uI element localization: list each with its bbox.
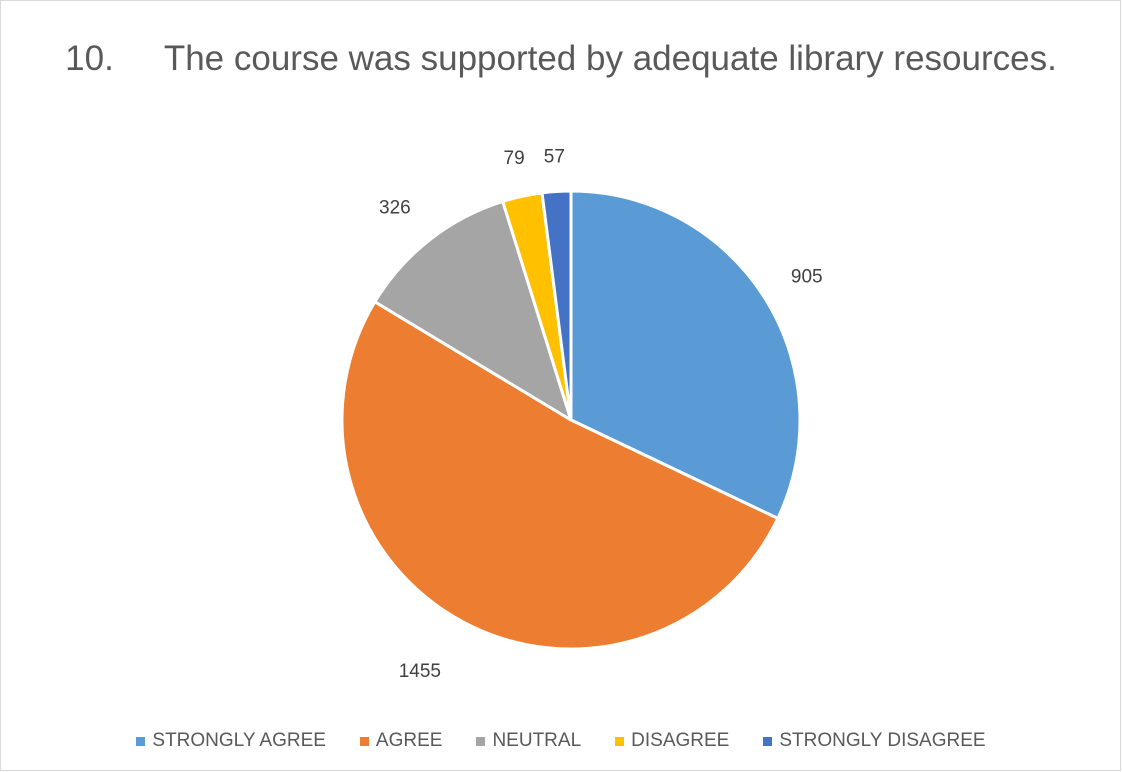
legend-item-neutral: NEUTRAL [476, 730, 581, 752]
legend-item-strongly-agree: STRONGLY AGREE [136, 730, 326, 752]
data-label-agree: 1455 [399, 661, 441, 682]
legend-swatch-disagree [615, 736, 625, 746]
legend-item-agree: AGREE [359, 730, 443, 752]
legend-item-strongly-disagree: STRONGLY DISAGREE [763, 730, 986, 752]
pie-slice-strongly-agree [569, 189, 802, 520]
data-label-disagree: 79 [504, 148, 525, 169]
legend-swatch-strongly-disagree [763, 736, 773, 746]
legend-label-strongly-disagree: STRONGLY DISAGREE [779, 730, 986, 751]
legend-item-disagree: DISAGREE [615, 730, 729, 752]
data-label-strongly-agree: 905 [791, 266, 823, 287]
data-label-strongly-disagree: 57 [544, 147, 565, 168]
chart-title: 10. The course was supported by adequate … [0, 36, 1122, 82]
pie-slice-agree [340, 300, 780, 651]
legend-label-strongly-agree: STRONGLY AGREE [152, 730, 326, 751]
chart-title-number: 10. [65, 39, 114, 78]
legend-swatch-neutral [476, 736, 486, 746]
pie-slice-strongly-disagree [540, 189, 573, 422]
legend-swatch-strongly-agree [136, 736, 146, 746]
legend-label-agree: AGREE [375, 730, 443, 751]
legend-swatch-agree [359, 736, 369, 746]
chart-title-text: The course was supported by adequate lib… [163, 39, 1057, 78]
legend-label-disagree: DISAGREE [631, 730, 730, 751]
legend-label-neutral: NEUTRAL [492, 730, 582, 751]
pie-slice-neutral [373, 199, 573, 422]
chart-legend: STRONGLY AGREE AGREE NEUTRAL DISAGREE STRONG… [0, 730, 1122, 752]
data-label-neutral: 326 [379, 197, 411, 218]
